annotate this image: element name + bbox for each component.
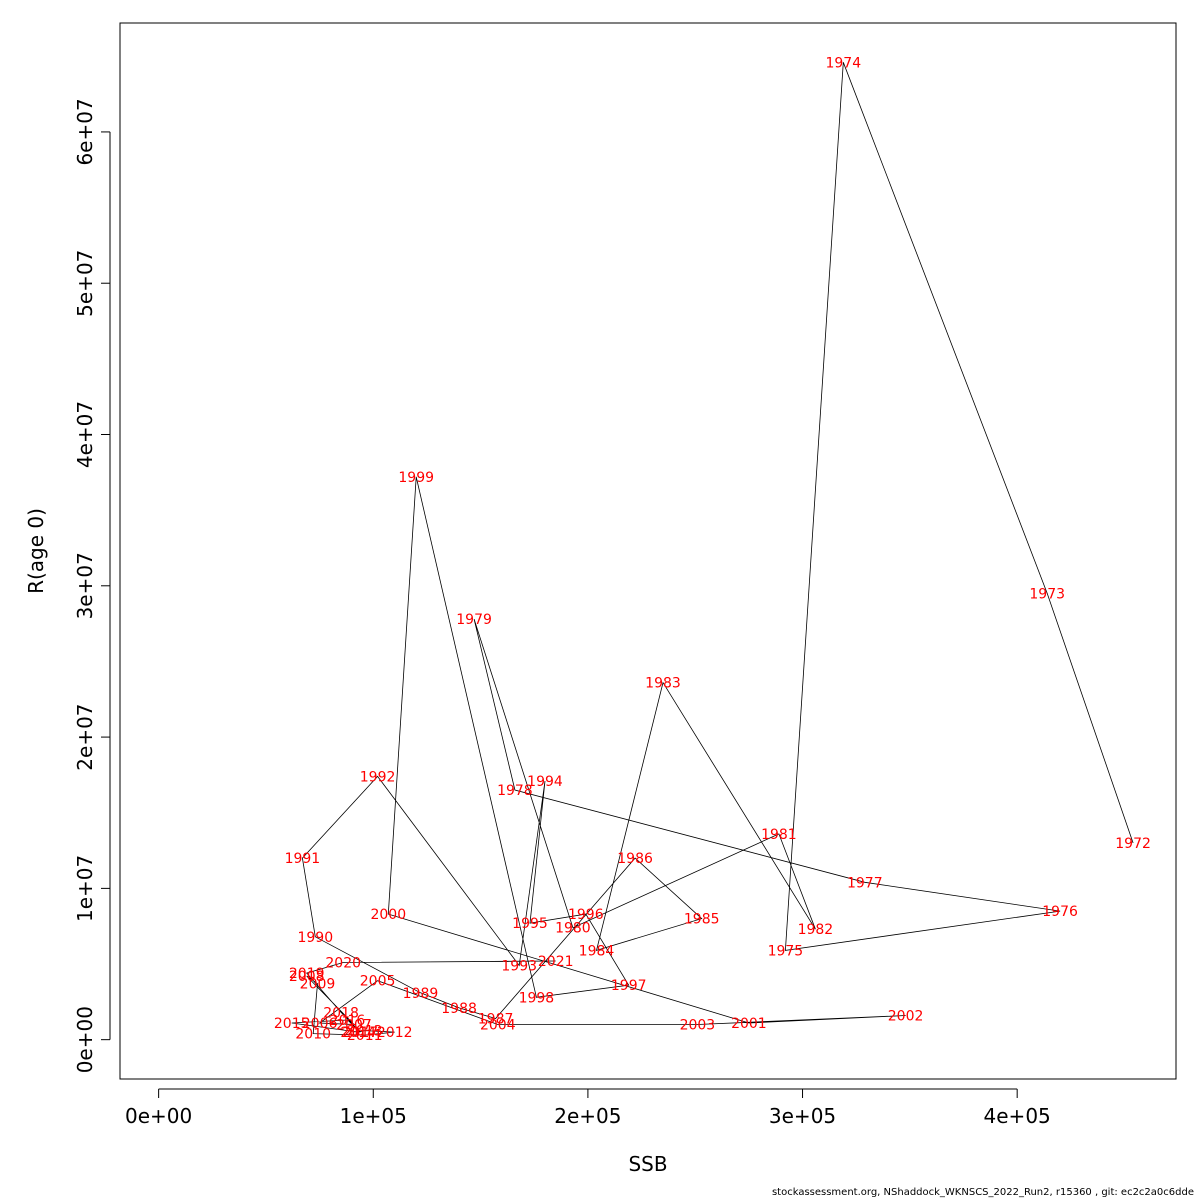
point-label-2015: 2015 bbox=[274, 1016, 310, 1032]
point-label-2013: 2013 bbox=[347, 1024, 383, 1040]
x-tick-label: 1e+05 bbox=[340, 1104, 407, 1128]
point-label-1986: 1986 bbox=[617, 851, 653, 867]
series-path bbox=[291, 62, 1134, 1036]
point-label-2014: 2014 bbox=[340, 1025, 376, 1041]
point-label-2017: 2017 bbox=[343, 1025, 379, 1041]
x-tick-label: 3e+05 bbox=[769, 1104, 836, 1128]
point-label-1981: 1981 bbox=[761, 827, 797, 843]
point-label-2016: 2016 bbox=[330, 1013, 366, 1029]
point-label-1989: 1989 bbox=[403, 986, 439, 1002]
x-axis: 0e+00 1e+05 2e+05 3e+05 4e+05 bbox=[125, 1088, 1051, 1128]
point-label-1972: 1972 bbox=[1115, 836, 1151, 852]
point-label-1994: 1994 bbox=[527, 774, 563, 790]
year-labels: 1972 1973 1974 1975 1976 1977 1978 1979 1980 1981… bbox=[274, 55, 1151, 1044]
point-label-2021: 2021 bbox=[538, 954, 574, 970]
point-label-2000: 2000 bbox=[370, 907, 406, 923]
point-label-1974: 1974 bbox=[825, 55, 861, 71]
point-label-2003: 2003 bbox=[680, 1018, 716, 1034]
x-axis-title: SSB bbox=[628, 1152, 667, 1176]
point-label-2006: 2006 bbox=[302, 1016, 338, 1032]
point-label-2007: 2007 bbox=[336, 1018, 372, 1034]
point-label-1978: 1978 bbox=[497, 783, 533, 799]
point-label-2018: 2018 bbox=[323, 1005, 359, 1021]
y-axis-title: R(age 0) bbox=[24, 508, 48, 594]
point-label-1984: 1984 bbox=[579, 943, 615, 959]
series-line bbox=[291, 62, 1134, 1036]
point-label-1975: 1975 bbox=[768, 943, 804, 959]
point-label-1983: 1983 bbox=[645, 676, 681, 692]
point-label-2008: 2008 bbox=[289, 969, 325, 985]
x-tick-label: 0e+00 bbox=[125, 1104, 192, 1128]
point-label-1993: 1993 bbox=[501, 959, 537, 975]
point-label-1976: 1976 bbox=[1042, 904, 1078, 920]
point-label-1995: 1995 bbox=[512, 916, 548, 932]
plot-frame bbox=[119, 22, 1177, 1080]
point-label-2020: 2020 bbox=[325, 956, 361, 972]
point-label-2005: 2005 bbox=[360, 974, 396, 990]
point-label-1980: 1980 bbox=[555, 921, 591, 937]
point-label-1973: 1973 bbox=[1029, 586, 1065, 602]
point-label-1999: 1999 bbox=[398, 470, 434, 486]
point-label-1982: 1982 bbox=[798, 922, 834, 938]
point-label-2001: 2001 bbox=[731, 1016, 767, 1032]
point-label-1991: 1991 bbox=[285, 851, 321, 867]
point-label-1977: 1977 bbox=[847, 875, 883, 891]
x-tick-label: 2e+05 bbox=[554, 1104, 621, 1128]
point-label-2004: 2004 bbox=[480, 1018, 516, 1034]
y-tick-label: 6e+07 bbox=[73, 98, 97, 165]
point-label-1998: 1998 bbox=[519, 990, 555, 1006]
point-label-1990: 1990 bbox=[297, 930, 333, 946]
point-label-2010: 2010 bbox=[295, 1027, 331, 1043]
point-label-1992: 1992 bbox=[360, 769, 396, 785]
footer-credit: stockassessment.org, NShaddock_WKNSCS_20… bbox=[771, 1187, 1194, 1198]
point-label-2002: 2002 bbox=[888, 1009, 924, 1025]
point-label-1997: 1997 bbox=[611, 978, 647, 994]
x-tick-label: 4e+05 bbox=[984, 1104, 1051, 1128]
point-label-1996: 1996 bbox=[568, 907, 604, 923]
point-label-2012: 2012 bbox=[377, 1025, 413, 1041]
point-label-2019: 2019 bbox=[289, 966, 325, 982]
point-label-1979: 1979 bbox=[456, 612, 492, 628]
y-tick-label: 3e+07 bbox=[73, 552, 97, 619]
point-label-1988: 1988 bbox=[441, 1001, 477, 1017]
y-axis: 0e+00 1e+07 2e+07 3e+07 4e+07 5e+07 6e+07 bbox=[73, 98, 111, 1073]
y-tick-label: 4e+07 bbox=[73, 401, 97, 468]
point-label-1985: 1985 bbox=[684, 912, 720, 928]
y-tick-label: 2e+07 bbox=[73, 703, 97, 770]
point-label-1987: 1987 bbox=[478, 1012, 514, 1028]
y-tick-label: 1e+07 bbox=[73, 855, 97, 922]
y-tick-label: 5e+07 bbox=[73, 250, 97, 317]
y-tick-label: 0e+00 bbox=[73, 1006, 97, 1073]
point-label-2009: 2009 bbox=[300, 977, 336, 993]
point-label-2011: 2011 bbox=[347, 1028, 383, 1044]
